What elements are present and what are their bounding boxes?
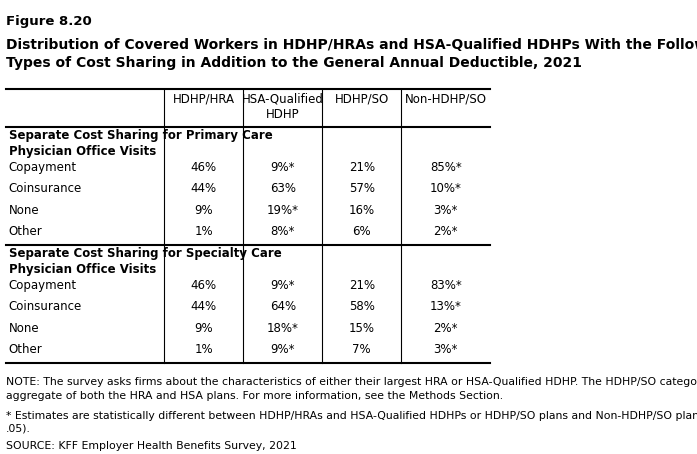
Text: HDHP/SO: HDHP/SO — [335, 93, 389, 105]
Text: 7%: 7% — [353, 343, 371, 356]
Text: 9%: 9% — [194, 321, 213, 335]
Text: Separate Cost Sharing for Specialty Care
Physician Office Visits: Separate Cost Sharing for Specialty Care… — [9, 247, 282, 276]
Text: 3%*: 3%* — [434, 204, 458, 217]
Text: Other: Other — [9, 343, 43, 356]
Text: Non-HDHP/SO: Non-HDHP/SO — [405, 93, 487, 105]
Text: 46%: 46% — [191, 279, 217, 291]
Text: Other: Other — [9, 225, 43, 238]
Text: 46%: 46% — [191, 161, 217, 174]
Text: None: None — [9, 321, 40, 335]
Text: 2%*: 2%* — [434, 321, 458, 335]
Text: HDHP/HRA: HDHP/HRA — [173, 93, 235, 105]
Text: 44%: 44% — [191, 300, 217, 313]
Text: Copayment: Copayment — [9, 279, 77, 291]
Text: 44%: 44% — [191, 182, 217, 195]
Text: 13%*: 13%* — [430, 300, 461, 313]
Text: 18%*: 18%* — [267, 321, 299, 335]
Text: 9%: 9% — [194, 204, 213, 217]
Text: 15%: 15% — [348, 321, 375, 335]
Text: Coinsurance: Coinsurance — [9, 182, 82, 195]
Text: 8%*: 8%* — [270, 225, 295, 238]
Text: 6%: 6% — [353, 225, 371, 238]
Text: 9%*: 9%* — [270, 343, 295, 356]
Text: SOURCE: KFF Employer Health Benefits Survey, 2021: SOURCE: KFF Employer Health Benefits Sur… — [6, 441, 297, 451]
Text: NOTE: The survey asks firms about the characteristics of either their largest HR: NOTE: The survey asks firms about the ch… — [6, 377, 697, 400]
Text: 57%: 57% — [348, 182, 375, 195]
Text: 64%: 64% — [270, 300, 296, 313]
Text: Copayment: Copayment — [9, 161, 77, 174]
Text: 21%: 21% — [348, 279, 375, 291]
Text: 58%: 58% — [348, 300, 375, 313]
Text: 2%*: 2%* — [434, 225, 458, 238]
Text: 9%*: 9%* — [270, 279, 295, 291]
Text: 9%*: 9%* — [270, 161, 295, 174]
Text: 83%*: 83%* — [430, 279, 461, 291]
Text: Figure 8.20: Figure 8.20 — [6, 15, 92, 28]
Text: None: None — [9, 204, 40, 217]
Text: Distribution of Covered Workers in HDHP/HRAs and HSA-Qualified HDHPs With the Fo: Distribution of Covered Workers in HDHP/… — [6, 38, 697, 70]
Text: 21%: 21% — [348, 161, 375, 174]
Text: * Estimates are statistically different between HDHP/HRAs and HSA-Qualified HDHP: * Estimates are statistically different … — [6, 411, 697, 434]
Text: 1%: 1% — [194, 343, 213, 356]
Text: 1%: 1% — [194, 225, 213, 238]
Text: 63%: 63% — [270, 182, 296, 195]
Text: 3%*: 3%* — [434, 343, 458, 356]
Text: 85%*: 85%* — [430, 161, 461, 174]
Text: 16%: 16% — [348, 204, 375, 217]
Text: 10%*: 10%* — [430, 182, 461, 195]
Text: Coinsurance: Coinsurance — [9, 300, 82, 313]
Text: HSA-Qualified
HDHP: HSA-Qualified HDHP — [242, 93, 323, 122]
Text: 19%*: 19%* — [267, 204, 299, 217]
Text: Separate Cost Sharing for Primary Care
Physician Office Visits: Separate Cost Sharing for Primary Care P… — [9, 129, 273, 158]
